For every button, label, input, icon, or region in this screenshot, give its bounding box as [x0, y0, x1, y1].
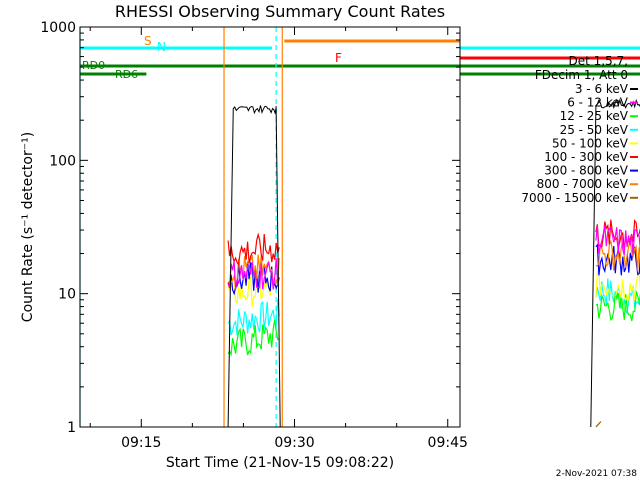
legend-entry-6: 300 - 800 keV [544, 164, 628, 178]
rd6-label: RD6 [115, 68, 138, 81]
time-interval-overlays [79, 27, 640, 427]
y-tick-label-0: 1 [67, 420, 76, 436]
chart-title: RHESSI Observing Summary Count Rates [115, 2, 445, 21]
legend-entry-7: 800 - 7000 keV [537, 177, 629, 191]
chart-background [80, 27, 460, 427]
legend-entry-4: 50 - 100 keV [552, 136, 629, 150]
y-tick-label-3: 1000 [40, 20, 76, 36]
x-tick-label-0: 09:15 [121, 435, 161, 451]
rd0-label: RD0 [82, 59, 105, 72]
night-label: N [157, 40, 166, 54]
x-tick-label-1: 09:30 [274, 435, 314, 451]
legend-entry-5: 100 - 300 keV [544, 150, 628, 164]
legend-entry-1: 6 - 12 keV [567, 96, 629, 110]
y-axis-label: Count Rate (s⁻¹ detector⁻¹) [20, 132, 36, 322]
y-tick-label-1: 10 [58, 287, 76, 303]
series-line-2-segment-0 [227, 320, 280, 357]
series-line-0-segment-0 [227, 105, 281, 428]
series-line-8-segment-0 [595, 421, 602, 428]
series-line-1-segment-0 [227, 258, 280, 290]
saa-label: S [144, 34, 152, 48]
x-axis-label: Start Time (21-Nov-15 09:08:22) [166, 455, 394, 471]
legend-entry-8: 7000 - 15000 keV [521, 191, 628, 205]
footer-timestamp: 2-Nov-2021 07:38 [556, 469, 638, 479]
legend-entry-0: 3 - 6 keV [575, 82, 629, 96]
flare-label: F [335, 51, 342, 65]
legend-header-line-2: FDecim 1, Att 0 [535, 68, 628, 82]
series-lines [227, 98, 640, 428]
plot-area [80, 27, 460, 427]
legend-entry-2: 12 - 25 keV [560, 109, 629, 123]
x-tick-label-2: 09:45 [428, 435, 468, 451]
legend-entry-3: 25 - 50 keV [560, 123, 629, 137]
series-line-5-segment-0 [227, 232, 280, 267]
plot-frame [79, 26, 461, 428]
legend-header-line-1: Det 1,5,7, [569, 54, 629, 68]
series-line-3-segment-0 [227, 298, 280, 336]
y-tick-label-2: 100 [49, 153, 76, 169]
